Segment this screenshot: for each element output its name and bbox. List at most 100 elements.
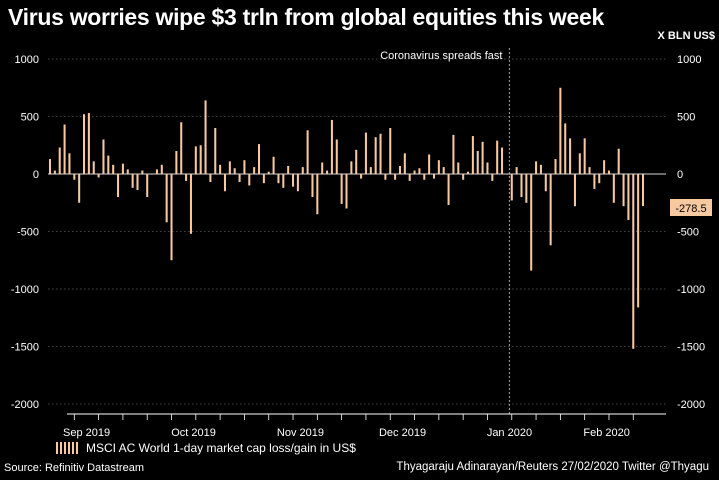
bar bbox=[442, 167, 445, 174]
credit-note: Thyagaraju Adinarayan/Reuters 27/02/2020… bbox=[396, 461, 709, 473]
x-tick-label: Dec 2019 bbox=[379, 427, 426, 439]
bar bbox=[369, 167, 372, 174]
last-value-label: -278.5 bbox=[675, 203, 706, 215]
bar bbox=[117, 174, 120, 197]
bar bbox=[437, 160, 440, 174]
bar bbox=[53, 170, 56, 174]
y-tick-label-left: -2000 bbox=[11, 399, 39, 411]
bar bbox=[272, 156, 275, 174]
bar bbox=[510, 174, 513, 201]
y-tick-label-right: -2000 bbox=[677, 399, 705, 411]
legend: MSCI AC World 1-day market cap loss/gain… bbox=[56, 440, 356, 456]
bar bbox=[418, 168, 421, 174]
bar bbox=[374, 137, 377, 174]
bar bbox=[530, 174, 533, 271]
y-tick-label-left: 1000 bbox=[15, 54, 39, 66]
bar bbox=[87, 113, 90, 174]
bar bbox=[549, 174, 552, 246]
bar bbox=[379, 133, 382, 174]
bar bbox=[481, 141, 484, 174]
bar bbox=[384, 174, 387, 180]
bar bbox=[175, 151, 178, 174]
bar bbox=[92, 161, 95, 174]
last-value-box bbox=[670, 199, 712, 216]
legend-label: MSCI AC World 1-day market cap loss/gain… bbox=[86, 441, 356, 455]
bar bbox=[515, 167, 518, 174]
bar bbox=[326, 170, 329, 174]
bar bbox=[73, 174, 76, 180]
bar bbox=[432, 174, 436, 179]
bar bbox=[131, 174, 134, 188]
bar bbox=[501, 147, 504, 174]
bar bbox=[306, 130, 309, 174]
bar bbox=[292, 174, 295, 187]
bar bbox=[569, 138, 572, 174]
bar bbox=[539, 164, 542, 174]
x-tick-label: Sep 2019 bbox=[63, 427, 110, 439]
bar bbox=[612, 174, 615, 203]
annotation-label: Coronavirus spreads fast bbox=[380, 50, 502, 62]
bar bbox=[360, 174, 363, 179]
bar bbox=[535, 161, 538, 174]
bar bbox=[330, 119, 333, 174]
y-tick-label-right: 500 bbox=[677, 112, 695, 124]
bar bbox=[408, 174, 411, 181]
bar bbox=[102, 139, 105, 174]
bar bbox=[588, 167, 591, 174]
bar bbox=[136, 174, 139, 191]
chart-title: Virus worries wipe $3 trln from global e… bbox=[8, 4, 604, 30]
bar bbox=[632, 174, 635, 349]
bar bbox=[505, 174, 508, 175]
bar bbox=[219, 164, 222, 174]
bar bbox=[573, 174, 576, 207]
bar bbox=[185, 174, 188, 181]
bar bbox=[423, 174, 426, 180]
bar bbox=[107, 155, 110, 174]
bar bbox=[199, 145, 202, 174]
x-tick-label: Oct 2019 bbox=[171, 427, 216, 439]
bar bbox=[180, 122, 183, 174]
bar bbox=[578, 153, 581, 174]
bar bbox=[68, 153, 71, 174]
bar bbox=[486, 162, 489, 174]
bar bbox=[83, 114, 86, 174]
last-value-callout: -278.5 bbox=[670, 199, 712, 216]
y-tick-label-left: 500 bbox=[21, 112, 39, 124]
bar bbox=[462, 174, 465, 180]
bar bbox=[321, 162, 324, 174]
y-axis-unit-label: X BLN US$ bbox=[658, 30, 715, 42]
bar bbox=[520, 174, 523, 197]
bar bbox=[238, 174, 241, 183]
bar bbox=[209, 174, 212, 183]
bar bbox=[48, 159, 52, 174]
bar bbox=[282, 174, 285, 188]
bar bbox=[160, 164, 163, 174]
bar bbox=[228, 161, 231, 174]
y-tick-label-left: -500 bbox=[17, 227, 39, 239]
bar bbox=[335, 139, 338, 174]
bar bbox=[403, 153, 406, 174]
bar bbox=[316, 174, 319, 215]
bar bbox=[583, 138, 586, 174]
y-tick-label-right: 1000 bbox=[677, 54, 701, 66]
bar bbox=[350, 161, 353, 174]
bar bbox=[214, 128, 217, 174]
bar bbox=[141, 170, 144, 174]
bar bbox=[637, 174, 640, 308]
y-tick-label-right: -500 bbox=[677, 227, 699, 239]
bar bbox=[146, 174, 149, 197]
x-tick-label: Nov 2019 bbox=[277, 427, 324, 439]
bar bbox=[559, 87, 562, 174]
bar bbox=[267, 171, 270, 174]
bar bbox=[428, 154, 431, 174]
bar bbox=[603, 160, 606, 174]
bar bbox=[627, 174, 630, 220]
gridlines bbox=[48, 48, 666, 414]
legend-swatch bbox=[56, 442, 80, 454]
bar bbox=[607, 170, 610, 174]
annotation: Coronavirus spreads fast bbox=[380, 50, 502, 62]
bar bbox=[447, 174, 450, 206]
bar bbox=[204, 100, 207, 174]
bar bbox=[253, 167, 256, 174]
